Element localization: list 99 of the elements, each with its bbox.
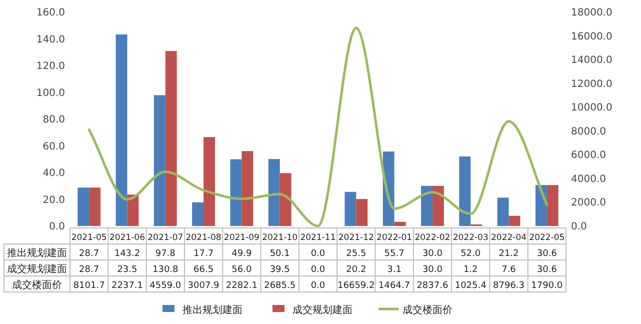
x-tick-label: 2021-10 — [262, 233, 298, 243]
data-label: 2237.1 — [111, 281, 143, 291]
y2-tick-label: 14000.0 — [571, 55, 612, 66]
bar — [78, 188, 90, 226]
legend-label: 成交规划建面 — [292, 304, 352, 316]
y-tick-label: 0.0 — [49, 222, 65, 232]
data-label: 30.6 — [536, 249, 558, 259]
data-label: 21.2 — [498, 249, 519, 259]
x-tick-label: 2022-02 — [414, 233, 450, 243]
bar — [356, 198, 368, 226]
legend-label: 成交楼面价 — [402, 304, 452, 316]
data-label: 20.2 — [346, 265, 366, 275]
bar — [459, 156, 471, 226]
data-label: 50.1 — [270, 249, 290, 259]
line-series — [88, 26, 548, 228]
data-label: 52.0 — [460, 249, 481, 259]
bar — [89, 188, 101, 226]
data-label: 28.7 — [79, 249, 100, 259]
x-tick-label: 2021-12 — [338, 233, 374, 243]
data-label: 56.0 — [232, 265, 252, 275]
bar — [268, 158, 280, 226]
data-label: 3.1 — [387, 265, 402, 275]
data-label: 143.2 — [114, 249, 140, 259]
x-tick-label: 2022-04 — [491, 233, 527, 243]
text: 成交楼面价 — [12, 280, 62, 291]
y-tick-label: 140.0 — [36, 34, 65, 46]
data-label: 30.6 — [536, 265, 558, 275]
data-label: 1790.0 — [531, 281, 563, 291]
data-label: 1025.4 — [454, 281, 487, 291]
data-label: 0.0 — [310, 281, 326, 291]
bar — [154, 95, 166, 226]
bar — [546, 185, 558, 226]
y-tick-label: 100.0 — [36, 88, 65, 99]
x-tick-label: 2022-05 — [529, 233, 565, 243]
bar — [394, 222, 406, 226]
data-label: 16659.2 — [338, 281, 375, 291]
data-label: 39.5 — [270, 265, 290, 275]
y-tick-label: 20.0 — [42, 194, 65, 206]
data-label: 30.0 — [422, 249, 443, 259]
y2-tick-label: 2000.0 — [571, 198, 606, 209]
bar — [421, 186, 432, 226]
y2-tick-label: 18000.0 — [571, 8, 612, 18]
y2-tick-label: 12000.0 — [571, 78, 612, 90]
data-label: 25.5 — [346, 249, 366, 259]
x-tick-label: 2022-01 — [376, 233, 412, 243]
y2-tick-label: 4000.0 — [571, 174, 606, 185]
bar — [127, 194, 139, 226]
bar — [165, 51, 177, 226]
data-label: 30.0 — [422, 265, 443, 275]
bar — [344, 192, 356, 226]
y-tick-label: 160.0 — [36, 8, 65, 18]
y2-tick-label: 10000.0 — [571, 102, 612, 114]
x-tick-label: 2021-09 — [224, 233, 260, 243]
text: 成交规划建面 — [7, 264, 67, 275]
data-label: 0.0 — [310, 265, 326, 275]
data-label: 8796.3 — [493, 281, 525, 291]
x-tick-label: 2021-07 — [148, 233, 184, 243]
data-label: 8101.7 — [73, 281, 105, 291]
y2-tick-label: 8000.0 — [571, 126, 606, 138]
bar — [497, 198, 509, 226]
text: 推出规划建面 — [7, 248, 67, 259]
data-label: 3007.9 — [188, 281, 220, 291]
bar — [192, 202, 204, 226]
bar — [432, 186, 444, 226]
x-tick-label: 2022-03 — [452, 233, 488, 243]
bar — [230, 159, 242, 226]
x-tick-label: 2021-05 — [71, 233, 107, 243]
x-tick-label: 2021-08 — [186, 233, 222, 243]
data-label: 4559.0 — [150, 281, 182, 291]
y2-tick-label: 6000.0 — [571, 150, 606, 162]
bar — [508, 216, 520, 226]
data-label: 28.7 — [79, 265, 100, 275]
data-label: 1.2 — [463, 265, 478, 275]
data-label: 2685.5 — [264, 281, 296, 291]
x-tick-label: 2021-06 — [109, 233, 145, 243]
data-label: 49.9 — [232, 249, 252, 259]
data-label: 66.5 — [194, 265, 214, 275]
data-label: 0.0 — [310, 249, 326, 259]
y2-tick-label: 16000.0 — [571, 31, 612, 42]
data-label: 97.8 — [155, 249, 176, 259]
x-tick-label: 2021-11 — [300, 233, 336, 243]
y-tick-label: 120.0 — [36, 61, 65, 72]
data-label: 1464.7 — [378, 281, 410, 291]
data-label: 2282.1 — [226, 281, 258, 291]
data-label: 7.6 — [502, 265, 516, 275]
bar — [116, 34, 128, 226]
data-label: 17.7 — [194, 249, 214, 259]
data-label: 2837.6 — [416, 281, 448, 291]
bar — [242, 151, 254, 226]
data-label: 23.5 — [117, 265, 138, 275]
data-label: 55.7 — [384, 249, 404, 259]
legend-label: 推出规划建面 — [182, 304, 242, 316]
bar — [204, 137, 215, 226]
y-tick-label: 80.0 — [42, 114, 65, 126]
bar — [280, 173, 292, 226]
data-label: 130.8 — [152, 265, 179, 275]
y2-tick-label: 0.0 — [571, 222, 587, 232]
y-tick-label: 60.0 — [42, 141, 65, 152]
y-tick-label: 40.0 — [42, 168, 65, 179]
